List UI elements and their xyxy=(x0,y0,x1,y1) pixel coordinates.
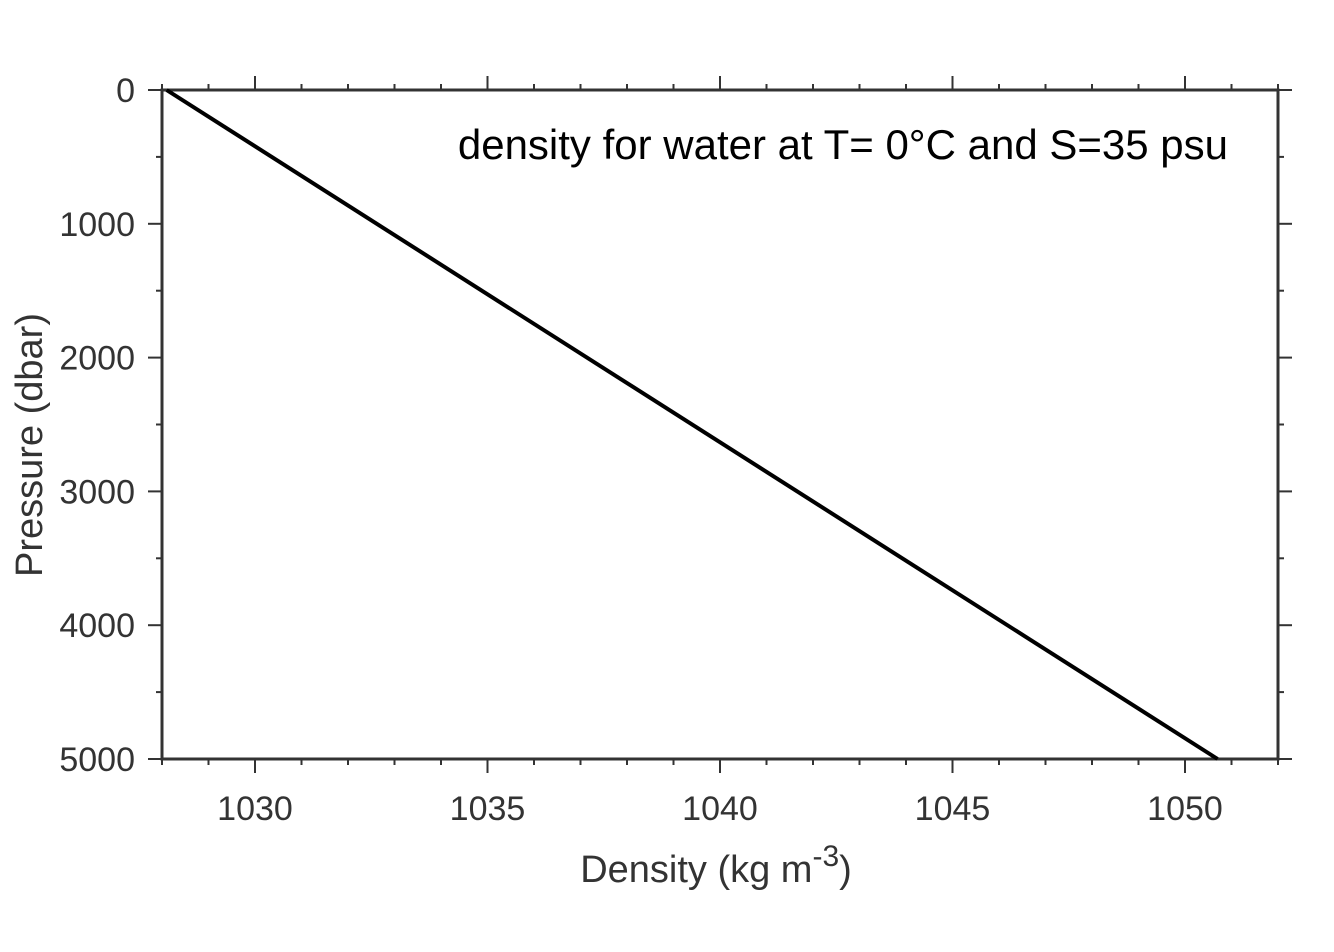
plot-frame xyxy=(160,88,1280,761)
series-line-density xyxy=(165,88,1219,761)
y-tick-labels: 0 1000 2000 3000 4000 5000 xyxy=(59,72,135,779)
y-axis-title: Pressure (dbar) xyxy=(9,313,51,577)
x-tick-label: 1040 xyxy=(682,790,758,828)
chart-annotation: density for water at T= 0°C and S=35 psu xyxy=(458,121,1228,168)
x-axis-title-suffix: ) xyxy=(839,849,852,891)
x-tick-labels: 1030 1035 1040 1045 1050 xyxy=(217,790,1223,828)
y-tick-label: 1000 xyxy=(59,206,135,244)
x-axis-title-base: Density (kg m xyxy=(580,849,812,891)
y-tick-label: 3000 xyxy=(59,473,135,511)
major-ticks xyxy=(148,76,1292,773)
minor-ticks xyxy=(156,84,1284,765)
y-tick-label: 0 xyxy=(116,72,135,110)
x-tick-label: 1045 xyxy=(915,790,991,828)
y-tick-label: 5000 xyxy=(59,741,135,779)
x-tick-label: 1035 xyxy=(450,790,526,828)
y-tick-label: 4000 xyxy=(59,607,135,645)
series-group xyxy=(165,88,1219,761)
x-axis-title: Density (kg m-3) xyxy=(580,840,852,891)
x-tick-label: 1050 xyxy=(1147,790,1223,828)
x-tick-label: 1030 xyxy=(217,790,293,828)
x-axis-title-superscript: -3 xyxy=(812,840,839,873)
y-tick-label: 2000 xyxy=(59,340,135,378)
